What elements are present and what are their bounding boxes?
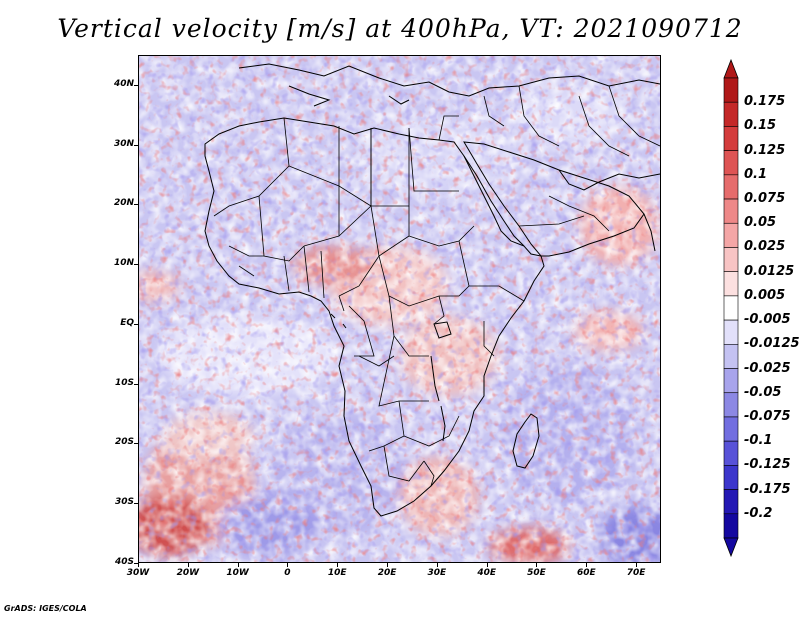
- lon-tick-label: 30E: [427, 568, 447, 578]
- colorbar-label: 0.025: [744, 239, 786, 255]
- colorbar-label: -0.075: [744, 408, 791, 424]
- colorbar-label: -0.005: [744, 312, 791, 328]
- footer-credit: GrADS: IGES/COLA: [4, 604, 87, 613]
- lon-tick: [387, 563, 388, 567]
- lat-tick: [134, 85, 138, 86]
- vertical-velocity-field: [139, 56, 660, 562]
- colorbar-label: 0.075: [744, 191, 786, 207]
- colorbar-swatch: [723, 368, 739, 394]
- colorbar-swatch: [723, 440, 739, 466]
- coastlines: [204, 63, 660, 517]
- colorbar-swatch: [723, 295, 739, 321]
- lat-tick: [134, 264, 138, 265]
- lon-tick: [586, 563, 587, 567]
- lon-tick-label: 30W: [126, 568, 150, 578]
- lon-tick: [238, 563, 239, 567]
- colorbar-swatch: [723, 416, 739, 442]
- lat-tick-label: 20N: [113, 198, 134, 209]
- lat-tick: [134, 204, 138, 205]
- colorbar-swatch: [723, 344, 739, 369]
- colorbar-swatch: [723, 319, 739, 345]
- lat-tick-label: 30N: [113, 138, 134, 149]
- colorbar-swatch: [723, 513, 739, 539]
- colorbar-label: 0.175: [744, 94, 786, 110]
- colorbar-swatch: [723, 222, 739, 248]
- lat-tick-label: 10N: [113, 258, 134, 269]
- colorbar-swatch: [723, 271, 739, 297]
- country-borders: [213, 85, 660, 487]
- map-plot-area: [138, 55, 661, 563]
- lon-tick-label: 10W: [226, 568, 249, 578]
- colorbar-label: -0.025: [744, 360, 791, 376]
- lat-tick-label: 10S: [114, 377, 134, 388]
- lon-tick-label: 0: [284, 568, 291, 578]
- lat-tick-label: EQ: [120, 317, 134, 328]
- colorbar-swatch: [723, 247, 739, 272]
- lat-tick: [134, 324, 138, 325]
- colorbar-label: 0.1: [744, 166, 768, 182]
- lat-tick-label: 40S: [114, 557, 134, 567]
- colorbar-label: 0.125: [744, 142, 786, 158]
- lat-tick-label: 30S: [114, 497, 134, 508]
- lon-tick: [437, 563, 438, 567]
- colorbar-swatch: [723, 465, 739, 490]
- chart-title: Vertical velocity [m/s] at 400hPa, VT: 2…: [57, 14, 743, 43]
- colorbar-label: -0.175: [744, 481, 791, 497]
- lon-tick: [287, 563, 288, 567]
- colorbar-swatch: [723, 126, 739, 151]
- colorbar-label: -0.05: [744, 384, 782, 400]
- lon-tick: [138, 563, 139, 567]
- colorbar-label: -0.1: [744, 433, 773, 449]
- triangle-down-icon: [723, 537, 739, 558]
- lon-tick-label: 70E: [626, 568, 646, 578]
- lat-tick: [134, 503, 138, 504]
- colorbar-label: -0.2: [744, 505, 773, 521]
- lon-tick-label: 50E: [527, 568, 546, 578]
- triangle-up-icon: [723, 58, 739, 79]
- colorbar-swatch: [723, 101, 739, 127]
- colorbar-swatch: [723, 174, 739, 200]
- lon-tick-label: 40E: [477, 568, 496, 578]
- colorbar-swatch: [723, 77, 739, 103]
- colorbar-label: -0.0125: [744, 336, 800, 352]
- colorbar-label: 0.0125: [744, 263, 795, 279]
- lat-tick-label: 40N: [113, 78, 134, 89]
- colorbar-label: 0.15: [744, 118, 777, 134]
- lon-tick: [536, 563, 537, 567]
- colorbar-label: -0.125: [744, 457, 791, 473]
- colorbar-swatch: [723, 198, 739, 224]
- lon-tick-label: 10E: [327, 568, 347, 578]
- lat-tick: [134, 145, 138, 146]
- colorbar-label: 0.005: [744, 287, 786, 303]
- lon-tick: [337, 563, 338, 567]
- lat-tick-label: 20S: [114, 437, 134, 448]
- lon-tick: [487, 563, 488, 567]
- lat-tick: [134, 563, 138, 564]
- field-texture-red: [139, 56, 660, 562]
- lon-tick-label: 20E: [377, 568, 397, 578]
- lat-tick: [134, 384, 138, 385]
- lon-tick: [636, 563, 637, 567]
- colorbar-label: 0.05: [744, 215, 777, 231]
- colorbar: [723, 58, 739, 558]
- lon-tick: [188, 563, 189, 567]
- lat-tick: [134, 443, 138, 444]
- lon-tick-label: 60E: [576, 568, 596, 578]
- lon-tick-label: 20W: [176, 568, 200, 578]
- colorbar-swatch: [723, 392, 739, 418]
- colorbar-swatch: [723, 489, 739, 515]
- colorbar-swatch: [723, 150, 739, 176]
